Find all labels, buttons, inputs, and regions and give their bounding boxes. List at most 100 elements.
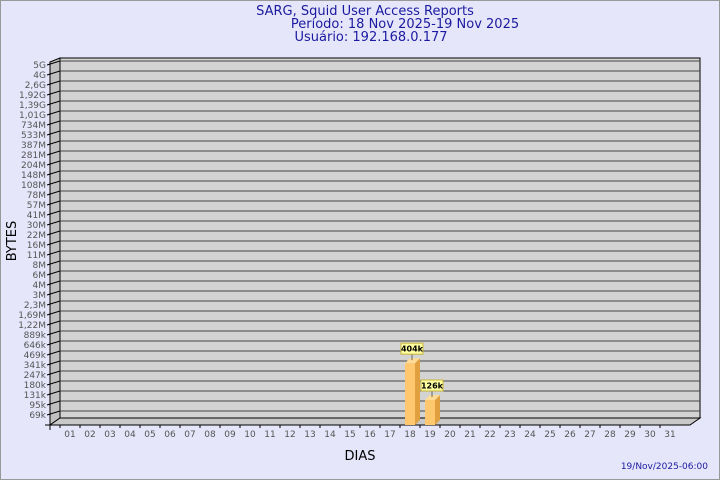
data-label-box — [420, 379, 444, 392]
y-tick — [46, 340, 61, 346]
y-tick-label: 41M — [27, 211, 46, 221]
data-label-box — [400, 342, 424, 355]
x-tick-label: 16 — [364, 430, 376, 440]
x-tick-label: 10 — [244, 430, 256, 440]
y-tick — [46, 390, 61, 396]
y-tick-label: 16M — [27, 241, 46, 251]
x-tick-label: 24 — [524, 430, 536, 440]
y-tick-label: 69k — [29, 411, 46, 421]
y-tick-label: 1,22M — [18, 321, 46, 331]
y-tick-label: 247k — [24, 371, 47, 381]
x-axis: 01 02 03 04 05 06 07 08 09 10 11 12 13 14 15 16 17 18 19 20… — [45, 424, 690, 440]
y-tick — [46, 300, 61, 306]
plot-area — [48, 57, 702, 426]
y-tick-label: 646k — [24, 341, 47, 351]
x-tick-label: 30 — [644, 430, 656, 440]
x-tick-label: 21 — [464, 430, 475, 440]
y-tick — [46, 180, 61, 186]
x-tick-label: 25 — [544, 430, 555, 440]
y-tick — [46, 320, 61, 326]
y-tick-label: 341k — [24, 361, 47, 371]
x-tick-label: 09 — [224, 430, 236, 440]
y-tick-label: 5G — [33, 61, 46, 71]
y-tick — [46, 380, 61, 386]
y-tick — [46, 80, 61, 86]
y-tick-label: 95k — [29, 401, 46, 411]
back-wall — [59, 57, 701, 419]
y-tick-label: 8M — [33, 261, 47, 271]
y-tick-label: 533M — [21, 131, 46, 141]
x-tick-label: 02 — [84, 430, 95, 440]
y-tick — [46, 60, 61, 66]
y-tick — [46, 410, 61, 416]
y-tick — [46, 240, 61, 246]
y-tick-label: 469k — [24, 351, 47, 361]
bar-19 — [425, 399, 435, 425]
x-tick-label: 05 — [144, 430, 155, 440]
x-tick-label: 31 — [664, 430, 675, 440]
y-tick-label: 281M — [21, 151, 46, 161]
x-tick-label: 29 — [624, 430, 636, 440]
bar-18 — [405, 363, 415, 425]
x-tick-label: 17 — [384, 430, 395, 440]
x-tick-label: 07 — [184, 430, 195, 440]
bar-side-19 — [435, 394, 440, 425]
y-tick-label: 57M — [27, 201, 46, 211]
x-tick-label: 13 — [304, 430, 315, 440]
y-tick — [46, 160, 61, 166]
x-tick-label: 23 — [504, 430, 515, 440]
x-tick-label: 01 — [64, 430, 75, 440]
y-tick-label: 11M — [27, 251, 46, 261]
y-tick — [46, 290, 61, 296]
x-tick-label: 20 — [444, 430, 456, 440]
y-tick — [46, 270, 61, 276]
y-tick — [46, 150, 61, 156]
y-tick-label: 2,3M — [24, 301, 46, 311]
y-tick-label: 3M — [33, 291, 47, 301]
y-tick-label: 6M — [33, 271, 47, 281]
y-tick-label: 30M — [27, 221, 46, 231]
y-tick-label: 1,01G — [19, 111, 46, 121]
y-tick-label: 1,39G — [19, 101, 46, 111]
y-tick-label: 22M — [27, 231, 46, 241]
data-label: 404k — [401, 345, 424, 354]
x-tick-label: 26 — [564, 430, 576, 440]
y-tick — [46, 200, 61, 206]
y-tick — [46, 100, 61, 106]
y-tick-label: 131k — [24, 391, 47, 401]
x-tick-label: 03 — [104, 430, 115, 440]
x-tick-label: 19 — [424, 430, 436, 440]
data-label: 126k — [421, 381, 444, 390]
y-tick — [46, 330, 61, 336]
y-tick — [46, 140, 61, 146]
x-tick-label: 27 — [584, 430, 595, 440]
y-tick — [46, 170, 61, 176]
y-tick-label: 78M — [27, 191, 46, 201]
y-axis-label: BYTES — [5, 221, 20, 262]
y-tick — [46, 130, 61, 136]
y-tick-label: 1,92G — [19, 91, 46, 101]
y-tick-label: 889k — [24, 331, 47, 341]
y-tick — [46, 190, 61, 196]
y-tick — [46, 210, 61, 216]
y-tick — [46, 90, 61, 96]
y-tick — [46, 310, 61, 316]
y-tick — [46, 220, 61, 226]
x-tick-label: 11 — [264, 430, 275, 440]
y-tick-label: 387M — [21, 141, 46, 151]
y-tick — [46, 370, 61, 376]
x-tick-label: 15 — [344, 430, 355, 440]
floor — [48, 417, 702, 426]
y-tick-label: 4M — [33, 281, 47, 291]
footer-date: 19/Nov/2025-06:00 — [621, 462, 708, 472]
x-tick-label: 18 — [404, 430, 416, 440]
x-tick-label: 22 — [484, 430, 495, 440]
y-tick-label: 734M — [21, 121, 46, 131]
bar-top-18 — [405, 358, 420, 364]
x-tick-label: 14 — [324, 430, 336, 440]
y-tick-label: 4G — [33, 71, 46, 81]
y-tick — [46, 360, 61, 366]
y-tick-label: 180k — [24, 381, 47, 391]
bar-top-19 — [425, 394, 440, 400]
